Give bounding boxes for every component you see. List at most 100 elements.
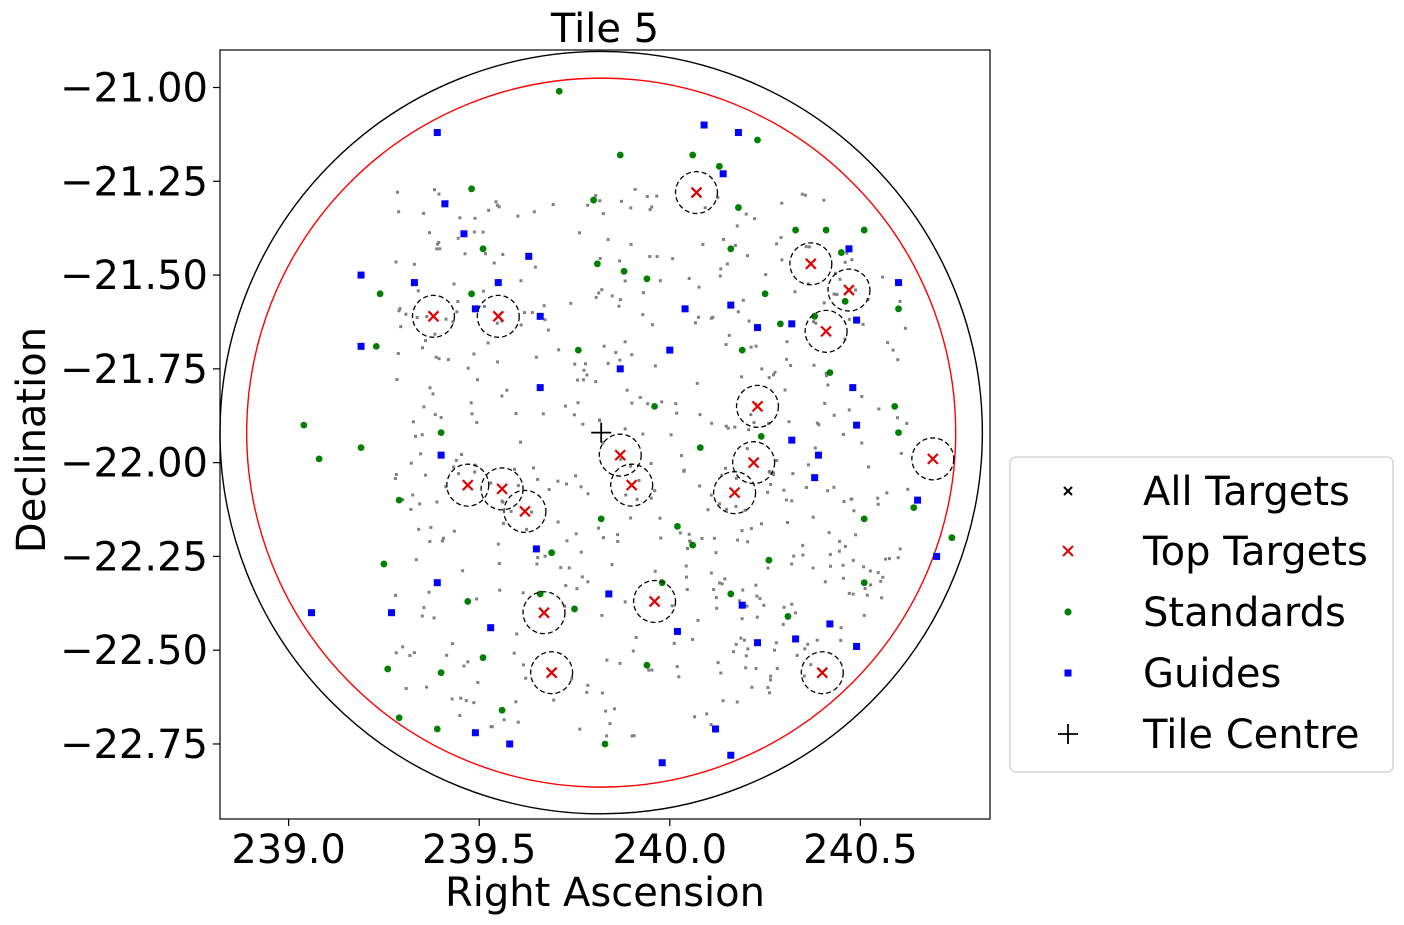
all-target-point (641, 291, 645, 295)
all-target-point (630, 353, 634, 357)
all-target-point (424, 473, 427, 477)
all-target-point (422, 606, 426, 609)
all-target-point (522, 663, 525, 667)
all-target-point (523, 311, 526, 315)
all-target-point (824, 371, 828, 375)
all-target-point (451, 642, 454, 646)
all-target-point (766, 566, 770, 570)
all-target-point (601, 212, 605, 216)
all-target-point (524, 676, 528, 680)
all-target-point (567, 566, 571, 570)
standard-point (738, 346, 746, 354)
x-tick-label: 239.0 (231, 827, 346, 873)
y-tick-label: −22.50 (60, 628, 208, 674)
guide-point (487, 624, 495, 632)
all-target-point (489, 725, 493, 729)
all-target-point (724, 343, 728, 347)
legend-top-targets-marker (1062, 545, 1074, 557)
guide-point (712, 725, 720, 733)
all-target-point (753, 217, 757, 221)
all-target-point (839, 638, 843, 642)
all-target-point (452, 529, 456, 533)
all-target-point (653, 569, 657, 573)
standard-point (841, 297, 849, 305)
all-target-point (843, 544, 847, 548)
all-target-point (397, 309, 401, 313)
guide-point (433, 129, 441, 137)
all-target-point (646, 402, 650, 406)
all-target-point (409, 507, 413, 511)
all-target-point (535, 562, 539, 566)
all-target-point (774, 641, 778, 645)
all-target-point (738, 599, 742, 603)
all-target-point (762, 603, 766, 607)
all-target-point (841, 576, 845, 580)
all-target-point (594, 380, 598, 384)
top-target-point (496, 483, 508, 495)
all-target-point (742, 638, 746, 642)
all-target-point (700, 537, 704, 540)
all-target-point (823, 401, 827, 405)
all-target-point (860, 441, 864, 445)
all-target-point (547, 488, 551, 491)
all-target-point (838, 539, 841, 543)
all-target-point (414, 558, 418, 562)
all-target-point (659, 536, 663, 540)
top-target-circle (804, 309, 848, 353)
guide-point (753, 639, 761, 647)
all-target-point (825, 374, 828, 378)
top-target-point (747, 456, 760, 469)
guide-point (506, 740, 514, 748)
all-target-point (744, 654, 748, 658)
standard-point (574, 346, 582, 354)
all-target-point (841, 432, 845, 436)
all-target-point (802, 674, 806, 678)
standard-point (643, 275, 651, 283)
guide-point (853, 642, 861, 650)
top-target-point (805, 258, 817, 270)
all-target-point (456, 236, 460, 240)
all-target-point (879, 579, 883, 583)
all-target-point (570, 677, 574, 681)
all-target-point (885, 491, 889, 495)
all-target-point (686, 547, 689, 550)
top-target-circle (522, 591, 566, 635)
all-target-point (551, 203, 555, 206)
y-tick-label: −21.00 (60, 66, 208, 112)
x-tick-label: 240.5 (803, 827, 918, 873)
all-target-point (675, 665, 679, 669)
all-target-point (815, 638, 819, 642)
all-target-point (769, 483, 773, 486)
all-target-point (740, 375, 744, 379)
standard-point (784, 613, 792, 620)
y-tick-label: −22.25 (60, 534, 208, 580)
all-target-point (415, 316, 419, 319)
all-target-point (397, 210, 401, 214)
all-target-point (852, 509, 856, 513)
all-target-point (849, 497, 853, 501)
all-target-point (658, 516, 662, 520)
all-target-point (694, 321, 697, 325)
all-target-point (619, 457, 623, 461)
all-target-point (835, 292, 839, 296)
all-target-point (396, 352, 400, 355)
all-target-point (606, 238, 610, 241)
all-target-point (512, 651, 516, 655)
all-target-point (475, 421, 479, 424)
all-target-point (450, 697, 454, 701)
standard-point (479, 245, 487, 253)
all-target-point (433, 188, 436, 192)
all-target-point (456, 300, 460, 303)
all-target-point (585, 373, 589, 377)
all-target-point (733, 425, 737, 429)
all-target-point (775, 667, 779, 670)
all-target-point (495, 321, 499, 325)
y-tick-label: −21.50 (60, 253, 208, 299)
legend: All Targets Top Targets Standards Guides Til… (1009, 456, 1394, 773)
all-target-point (655, 194, 659, 198)
top-target-circle (789, 242, 833, 286)
all-target-point (484, 252, 487, 256)
standard-point (300, 421, 308, 429)
all-target-point (435, 500, 439, 504)
all-target-point (812, 320, 816, 324)
